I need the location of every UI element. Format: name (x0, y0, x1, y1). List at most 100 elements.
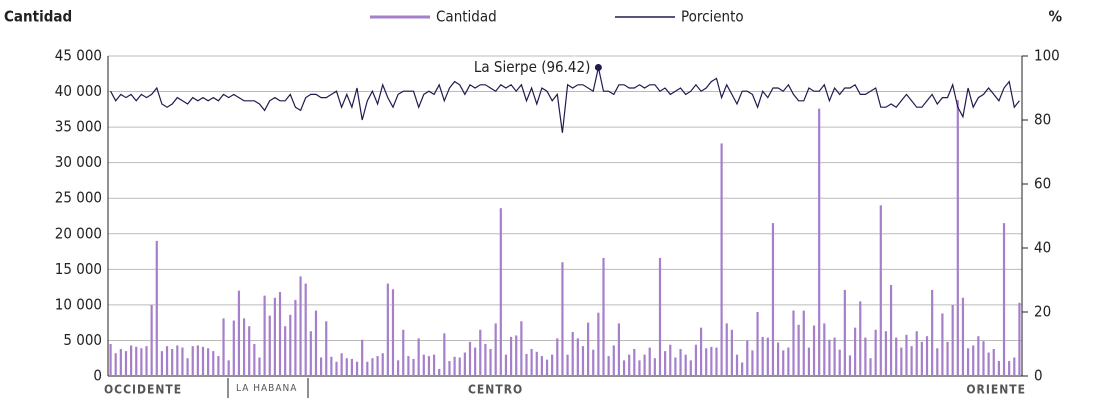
bar (766, 337, 769, 376)
bar (284, 326, 287, 376)
bar (114, 353, 117, 376)
bar (628, 354, 631, 376)
bar (720, 143, 723, 376)
bar (438, 368, 441, 376)
bar (545, 359, 549, 376)
bar (191, 346, 194, 376)
bar (355, 361, 359, 376)
bar (196, 345, 199, 376)
bar (330, 356, 333, 376)
bar (535, 351, 538, 376)
bar (581, 346, 585, 376)
bar (977, 336, 980, 376)
y-tick-label: 45 000 (55, 47, 102, 65)
bar (658, 257, 662, 376)
bar (900, 347, 903, 376)
bar (643, 354, 646, 376)
bar (458, 357, 461, 376)
y2-tick-label: 100 (1034, 47, 1060, 65)
bar (889, 284, 893, 376)
bar (1008, 361, 1011, 376)
bar (997, 361, 1000, 376)
bar (412, 358, 415, 376)
annotation: La Sierpe (96.42) (474, 58, 591, 76)
bar (371, 358, 374, 376)
y2-tick-label: 40 (1034, 239, 1051, 257)
y2-axis-title: % (1048, 8, 1062, 26)
bar (345, 358, 348, 376)
bar (155, 240, 158, 376)
bar (854, 327, 857, 376)
bar (520, 321, 523, 376)
bar (807, 347, 811, 376)
bar (956, 100, 959, 376)
bar (432, 354, 436, 376)
bar (299, 276, 302, 376)
region-label: CENTRO (468, 383, 523, 397)
bar (468, 341, 472, 376)
bar (972, 345, 975, 376)
bar (776, 342, 780, 376)
annotation-marker (594, 63, 602, 71)
bar (494, 323, 497, 376)
bar (222, 318, 225, 376)
bar (566, 354, 569, 376)
bar (597, 312, 600, 376)
bar (130, 345, 133, 376)
bar (715, 347, 718, 376)
bar (232, 320, 235, 376)
bar (479, 329, 482, 376)
bar (771, 223, 775, 376)
bar (530, 348, 533, 376)
bar (443, 333, 446, 376)
bar (987, 352, 990, 376)
bar (833, 337, 836, 376)
bar (463, 352, 466, 376)
bar (905, 334, 908, 376)
bar (499, 208, 502, 376)
bar (648, 347, 651, 376)
bar (263, 295, 266, 376)
bar (592, 349, 595, 376)
bar (725, 323, 728, 376)
bar (525, 353, 528, 376)
legend-label: Porciento (681, 8, 744, 26)
bar (361, 339, 364, 376)
bar (576, 338, 579, 376)
bar (638, 360, 641, 376)
bar (823, 323, 826, 376)
bar (787, 347, 790, 376)
bar (664, 351, 667, 376)
bar (561, 262, 564, 376)
bar (109, 344, 112, 376)
bar (653, 358, 656, 376)
bar (915, 331, 918, 376)
bar (931, 289, 934, 376)
bar (407, 356, 410, 376)
bar (1013, 357, 1016, 376)
bar (741, 362, 744, 376)
bar (268, 315, 271, 376)
bar (936, 348, 939, 376)
bar (278, 292, 282, 376)
bar (684, 354, 687, 376)
bar (176, 345, 179, 376)
bar (340, 353, 343, 376)
bar (674, 357, 677, 376)
bar (474, 347, 477, 376)
bar (540, 356, 543, 376)
bar (350, 358, 354, 376)
bar (227, 360, 230, 376)
bar (366, 361, 369, 376)
bar (273, 297, 276, 376)
y2-tick-label: 80 (1034, 111, 1051, 129)
bar (258, 357, 261, 376)
bar (140, 348, 143, 376)
bar (699, 327, 703, 376)
bar (489, 348, 492, 376)
bar (242, 318, 246, 376)
bar (669, 344, 672, 376)
bar (966, 348, 970, 376)
bar (756, 312, 759, 376)
y-tick-label: 5 000 (63, 331, 102, 349)
